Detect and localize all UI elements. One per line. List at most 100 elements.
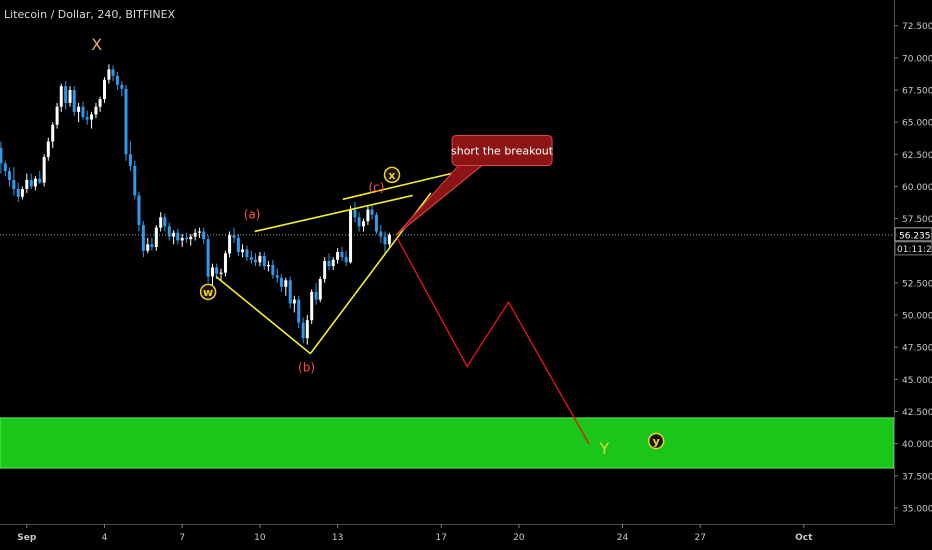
candle-body [219, 272, 223, 274]
candle-body [90, 114, 94, 120]
time-tick-label: 10 [254, 533, 266, 543]
price-tick-label: 40.000 [902, 440, 932, 450]
wave-label-circle [383, 166, 401, 184]
candle [232, 227, 236, 244]
candle [42, 154, 46, 187]
wave-label-text: (a) [244, 207, 261, 221]
candle [370, 205, 374, 220]
wave-label-circle [647, 432, 665, 450]
time-axis-background [0, 524, 932, 550]
candle [344, 250, 348, 267]
last-price-label: 56.235 [899, 231, 931, 241]
wave-label: X [91, 35, 102, 54]
candle-body [331, 259, 335, 267]
candle-body [172, 232, 176, 237]
candle [211, 263, 215, 287]
price-tick-label: 52.500 [902, 279, 932, 289]
price-tick-label: 47.500 [902, 344, 932, 354]
candle-body [241, 249, 245, 253]
projection-path [396, 237, 590, 444]
candle [288, 276, 292, 309]
time-tick-label: 24 [617, 533, 629, 543]
candle-body [357, 217, 361, 227]
candle [357, 212, 361, 232]
candle-body [51, 124, 55, 142]
candle [228, 231, 232, 258]
candle [249, 250, 253, 264]
candle-body [180, 237, 184, 241]
candle-body [154, 227, 158, 247]
candle [33, 176, 37, 191]
candle [241, 244, 245, 258]
candle-body [284, 280, 288, 287]
candle-body [297, 299, 301, 323]
price-tick-label: 45.000 [902, 376, 932, 386]
wave-label: (c) [368, 180, 384, 194]
candle-body [20, 189, 24, 197]
candle-body [189, 236, 193, 240]
candle-body [25, 180, 29, 190]
candle-body [232, 235, 236, 238]
candle-body [46, 141, 50, 157]
candle-body [379, 231, 383, 237]
candle [284, 277, 288, 296]
time-tick-label: 4 [102, 533, 108, 543]
candle [20, 186, 24, 200]
wave-label-circle [199, 283, 217, 301]
candle [124, 84, 128, 161]
wave-label: Y [598, 439, 609, 458]
candle-body [29, 180, 33, 187]
wave-label-text: (c) [368, 180, 384, 194]
candle-body [266, 264, 270, 267]
candle [366, 205, 370, 226]
candle-body [249, 257, 253, 260]
candle [258, 252, 262, 267]
candle-body [366, 209, 370, 222]
candle-body [163, 217, 167, 227]
candle-body [159, 217, 163, 228]
candle-body [387, 234, 391, 245]
candle [271, 259, 275, 280]
candle [379, 225, 383, 244]
candle-body [349, 209, 353, 263]
wave-label-text: X [91, 35, 102, 54]
candle-body [120, 84, 124, 89]
candle [103, 77, 106, 103]
candle [3, 160, 7, 177]
candle [72, 86, 76, 116]
candle [172, 230, 176, 245]
candle-body [124, 88, 128, 155]
candle-body [94, 106, 98, 115]
candle [16, 182, 20, 202]
candle-body [310, 291, 314, 321]
candle [305, 315, 309, 345]
candle [236, 234, 240, 256]
callout-box [451, 134, 553, 166]
candle-body [59, 86, 63, 107]
candle-body [336, 252, 340, 260]
candle [253, 253, 257, 267]
candle [266, 261, 270, 272]
candle [206, 235, 210, 283]
candle-body [185, 237, 189, 240]
wave-label: (b) [298, 360, 315, 374]
price-tick-label: 60.000 [902, 183, 932, 193]
candle-body [3, 163, 7, 172]
candle [81, 101, 85, 120]
candle [25, 173, 29, 193]
candle [46, 137, 50, 161]
candle-body [323, 261, 327, 280]
candle [159, 212, 163, 232]
candle [163, 213, 167, 232]
candle [137, 191, 141, 232]
candle [340, 246, 344, 262]
candle-body [193, 232, 197, 237]
wave-label-text: (b) [298, 360, 315, 374]
candle-body [245, 249, 249, 258]
wedge-upper-line [254, 194, 413, 233]
time-axis: 00Sep47101317202427Oct [0, 524, 932, 550]
candle [94, 102, 98, 119]
candle [327, 253, 331, 271]
